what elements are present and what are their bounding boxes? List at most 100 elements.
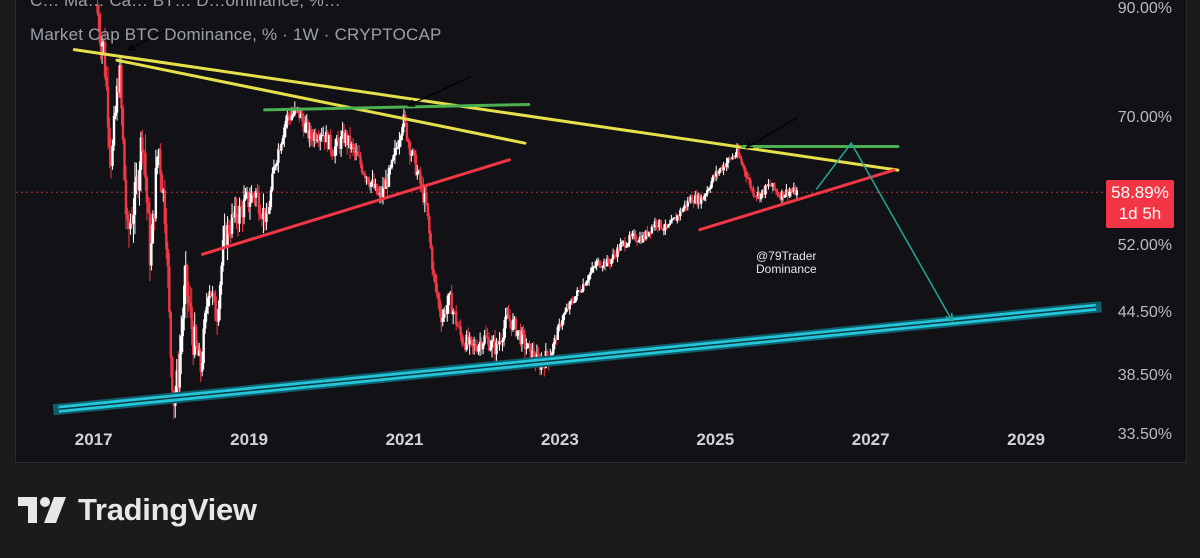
chart-panel[interactable]: C… Ma… Ca… BT… D…ominance, %… Market Cap… xyxy=(15,0,1187,463)
candle-body xyxy=(468,337,471,345)
tradingview-brand[interactable]: TradingView xyxy=(18,490,257,530)
current-price-label: 58.89% xyxy=(1111,183,1169,203)
candle-body xyxy=(599,266,603,268)
candle-body xyxy=(248,202,252,207)
candle-body xyxy=(199,350,202,372)
candle-body xyxy=(620,242,624,244)
candle-body xyxy=(232,214,235,218)
candle-body xyxy=(637,241,640,243)
candle-body xyxy=(416,171,419,176)
candle-body xyxy=(162,190,165,193)
candle-body xyxy=(646,230,649,237)
x-tick-label: 2025 xyxy=(696,430,735,449)
candle-body xyxy=(144,152,147,178)
candle-body xyxy=(333,146,337,157)
candle-body xyxy=(372,179,376,189)
candle-body xyxy=(770,184,773,187)
candle-body xyxy=(130,223,134,225)
candle-body xyxy=(229,233,232,235)
candle-body xyxy=(532,350,536,361)
candle-body xyxy=(697,194,700,204)
candle-body xyxy=(794,187,797,196)
candle-body xyxy=(280,143,283,151)
candle-body xyxy=(114,112,117,116)
candle-body xyxy=(190,306,193,329)
candle-body xyxy=(180,336,183,355)
candle-body xyxy=(762,189,766,195)
candle-body xyxy=(183,285,186,319)
support-band-center xyxy=(58,306,1097,411)
candle-body xyxy=(253,195,256,198)
candle-body xyxy=(761,189,764,194)
candle-body xyxy=(716,171,719,174)
candle-body xyxy=(362,172,365,174)
candle-body xyxy=(298,107,301,118)
candle-body xyxy=(437,293,440,300)
candle-body xyxy=(474,344,477,349)
candle-body xyxy=(265,211,268,223)
candle-body xyxy=(685,204,688,207)
candle-body xyxy=(277,148,280,163)
candle-body xyxy=(202,328,205,364)
candle-body xyxy=(752,188,755,196)
candle-body xyxy=(783,195,787,198)
candle-body xyxy=(631,233,634,237)
candle-body xyxy=(695,195,698,204)
candle-body xyxy=(317,139,320,141)
trendline-green-2019 xyxy=(263,102,531,112)
candle-body xyxy=(647,231,651,237)
candle-body xyxy=(153,214,156,219)
candle-body xyxy=(344,133,347,143)
candle-body xyxy=(649,231,652,234)
candle-body xyxy=(728,158,731,160)
candle-body xyxy=(245,192,249,195)
y-tick-label: 70.00% xyxy=(1117,108,1172,126)
candle-body xyxy=(780,191,784,200)
candle-body xyxy=(667,225,670,228)
candle-body xyxy=(731,156,734,160)
candle-body xyxy=(268,207,271,214)
candle-body xyxy=(435,282,438,294)
candle-body xyxy=(562,314,565,321)
candle-body xyxy=(579,290,582,292)
candle-body xyxy=(266,211,270,214)
candle-body xyxy=(326,131,329,150)
candle-body xyxy=(713,175,716,177)
candle-body xyxy=(212,292,216,297)
candle-body xyxy=(584,282,588,286)
candle-body xyxy=(383,186,386,189)
candle-body xyxy=(640,236,643,243)
x-tick-label: 2021 xyxy=(385,430,424,449)
candle-body xyxy=(320,135,323,137)
candle-body xyxy=(310,129,313,138)
candle-body xyxy=(392,155,395,161)
candle-body xyxy=(758,192,761,200)
candle-body xyxy=(561,320,564,326)
candle-body xyxy=(478,341,482,346)
candle-body xyxy=(674,217,678,221)
candle-body xyxy=(257,192,261,214)
candle-body xyxy=(738,155,742,159)
candle-body xyxy=(417,171,421,173)
candle-body xyxy=(743,165,746,172)
candle-body xyxy=(765,185,769,187)
candle-body xyxy=(97,13,101,32)
candle-body xyxy=(462,343,465,345)
watermark-line2: Dominance xyxy=(756,262,817,276)
candle-body xyxy=(568,301,571,310)
candle-body xyxy=(196,345,199,356)
trendline-yellow-upper xyxy=(72,48,900,172)
candle-body xyxy=(269,190,273,208)
candle-body xyxy=(301,113,304,121)
candle-body xyxy=(118,65,122,93)
candle-body xyxy=(217,308,220,322)
projection-arrowhead xyxy=(945,312,954,323)
price-chart[interactable] xyxy=(16,0,1186,462)
candle-body xyxy=(142,151,146,153)
candle-body xyxy=(133,182,137,215)
candle-body xyxy=(679,210,682,217)
candle-body xyxy=(251,193,255,196)
candle-body xyxy=(441,317,444,323)
candle-body xyxy=(348,135,352,150)
candle-body xyxy=(505,315,509,317)
